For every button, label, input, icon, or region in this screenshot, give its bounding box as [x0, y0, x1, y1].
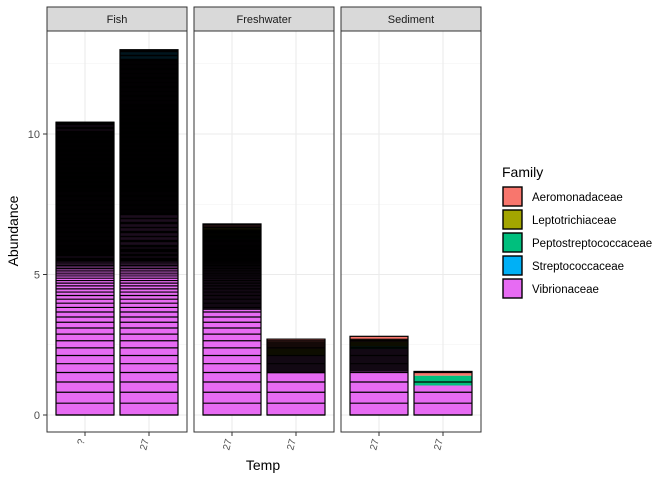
x-tick-label: ? [76, 438, 88, 447]
legend-label: Peptostreptococcaceae [532, 238, 652, 250]
legend-swatch [502, 232, 523, 253]
x-tick-label: 27 [221, 438, 235, 452]
x-axis-label: Temp [246, 457, 280, 473]
facet-strip-label: Freshwater [236, 14, 291, 26]
facet-panels: Fish? 27 Freshwater 27 27 Sediment 27 27 [46, 6, 482, 452]
legend-item-peptostreptococcaceae: Peptostreptococcaceae [502, 232, 652, 253]
bar-segment-aeromonadaceae [414, 371, 472, 376]
legend-title: Family [502, 164, 543, 180]
legend-swatch [502, 186, 523, 207]
y-tick-label: 10 [28, 129, 40, 141]
legend-items: Aeromonadaceae Leptotrichiaceae Peptostrep… [502, 186, 652, 299]
x-tick-label: 27 [432, 438, 446, 452]
facet-panel-sediment: Sediment 27 27 [340, 6, 482, 452]
bar-fish-2 [119, 49, 179, 416]
dense-outline-band [350, 338, 408, 372]
bar-outline [119, 49, 179, 416]
bar-sediment-2 [413, 370, 473, 416]
legend-label: Streptococcaceae [532, 261, 624, 273]
bar-freshwater-1 [202, 223, 262, 416]
legend: Family Aeromonadaceae Leptotrichiaceae Pep… [502, 164, 652, 299]
legend-label: Leptotrichiaceae [532, 215, 616, 227]
facet-panel-freshwater: Freshwater 27 27 [193, 6, 335, 452]
facet-strip-label: Sediment [388, 14, 434, 26]
bar-fish-1 [55, 121, 115, 416]
bar-segment-peptostreptococcaceae [414, 375, 472, 386]
dense-outline-band [267, 341, 325, 374]
y-axis-label: Abundance [5, 195, 21, 266]
facet-strip [46, 6, 188, 32]
bar-outline [349, 335, 409, 416]
dense-outline-band [120, 60, 178, 215]
bar-outline [413, 370, 473, 416]
bar-segment-vibrionaceae [414, 385, 472, 415]
legend-swatch [502, 255, 523, 276]
y-axis: 0 5 10 [28, 129, 47, 422]
bar-outline [266, 338, 326, 416]
dense-outline-band [203, 229, 261, 310]
x-tick-label: 27 [138, 438, 152, 452]
legend-item-streptococcaceae: Streptococcaceae [502, 255, 624, 276]
y-tick-label: 5 [34, 270, 40, 282]
bar-sediment-1 [349, 335, 409, 416]
legend-swatch [502, 278, 523, 299]
facet-strip [193, 6, 335, 32]
x-tick-label: 27 [285, 438, 299, 452]
legend-item-vibrionaceae: Vibrionaceae [502, 278, 599, 299]
bar-outline [55, 121, 115, 416]
legend-item-aeromonadaceae: Aeromonadaceae [502, 186, 623, 207]
bar-outline [202, 223, 262, 416]
legend-label: Vibrionaceae [532, 284, 599, 296]
y-tick-label: 0 [34, 410, 40, 422]
legend-label: Aeromonadaceae [532, 192, 623, 204]
legend-swatch [502, 209, 523, 230]
x-tick-label: 27 [368, 438, 382, 452]
facet-strip-label: Fish [107, 14, 128, 26]
bar-freshwater-2 [266, 338, 326, 416]
facet-strip [340, 6, 482, 32]
legend-item-leptotrichiaceae: Leptotrichiaceae [502, 209, 616, 230]
facet-panel-fish: Fish? 27 [46, 6, 188, 452]
dense-outline-band [56, 130, 114, 254]
